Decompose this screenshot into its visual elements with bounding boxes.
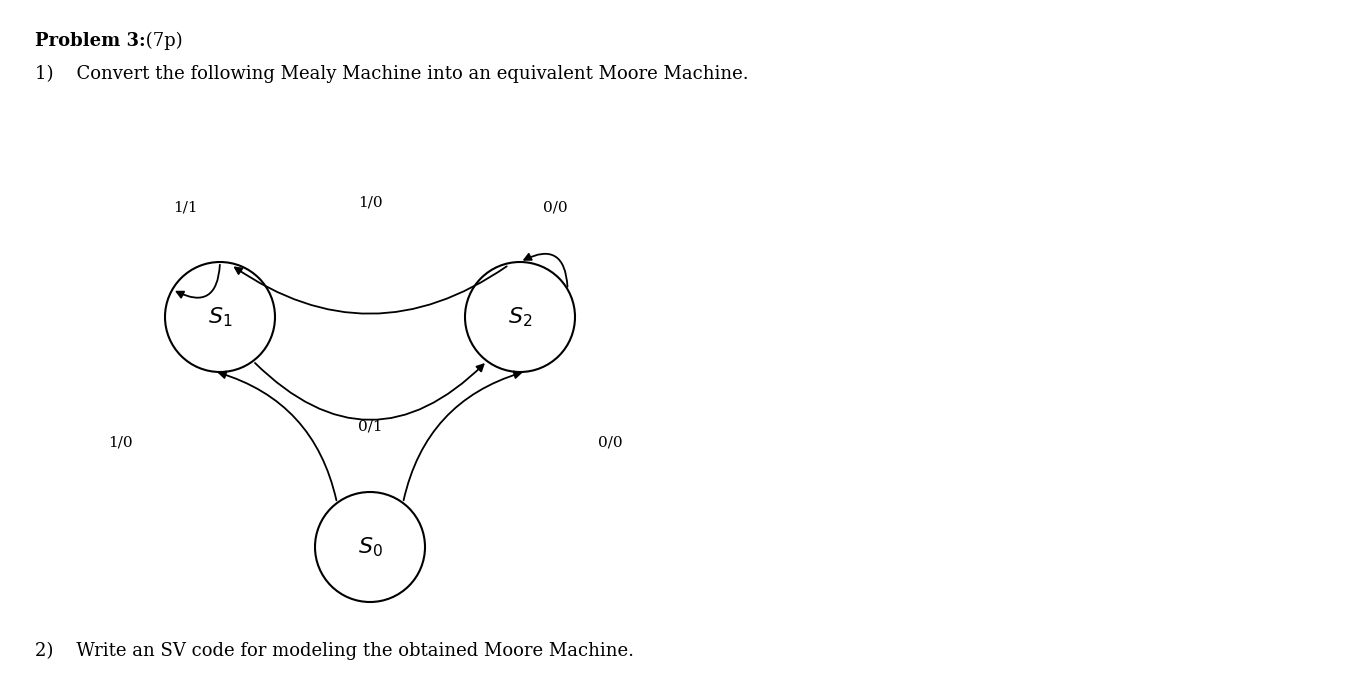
- Text: $S_2$: $S_2$: [508, 305, 532, 329]
- FancyArrowPatch shape: [404, 372, 521, 500]
- Text: Problem 3:: Problem 3:: [35, 32, 146, 50]
- FancyArrowPatch shape: [235, 266, 506, 314]
- Text: 1/0: 1/0: [108, 435, 132, 449]
- Text: 0/0: 0/0: [543, 200, 568, 214]
- Text: 2)    Write an SV code for modeling the obtained Moore Machine.: 2) Write an SV code for modeling the obt…: [35, 642, 633, 660]
- Text: 1/1: 1/1: [173, 200, 198, 214]
- FancyArrowPatch shape: [255, 363, 483, 420]
- FancyArrowPatch shape: [176, 265, 220, 298]
- Text: 1/0: 1/0: [358, 195, 382, 209]
- Text: 1)    Convert the following Mealy Machine into an equivalent Moore Machine.: 1) Convert the following Mealy Machine i…: [35, 65, 748, 83]
- Text: $S_1$: $S_1$: [207, 305, 232, 329]
- Text: 0/0: 0/0: [598, 435, 622, 449]
- Text: $S_0$: $S_0$: [358, 535, 382, 559]
- Text: 0/1: 0/1: [358, 420, 382, 434]
- FancyArrowPatch shape: [524, 254, 568, 286]
- Text: (7p): (7p): [141, 32, 183, 50]
- FancyArrowPatch shape: [220, 372, 336, 500]
